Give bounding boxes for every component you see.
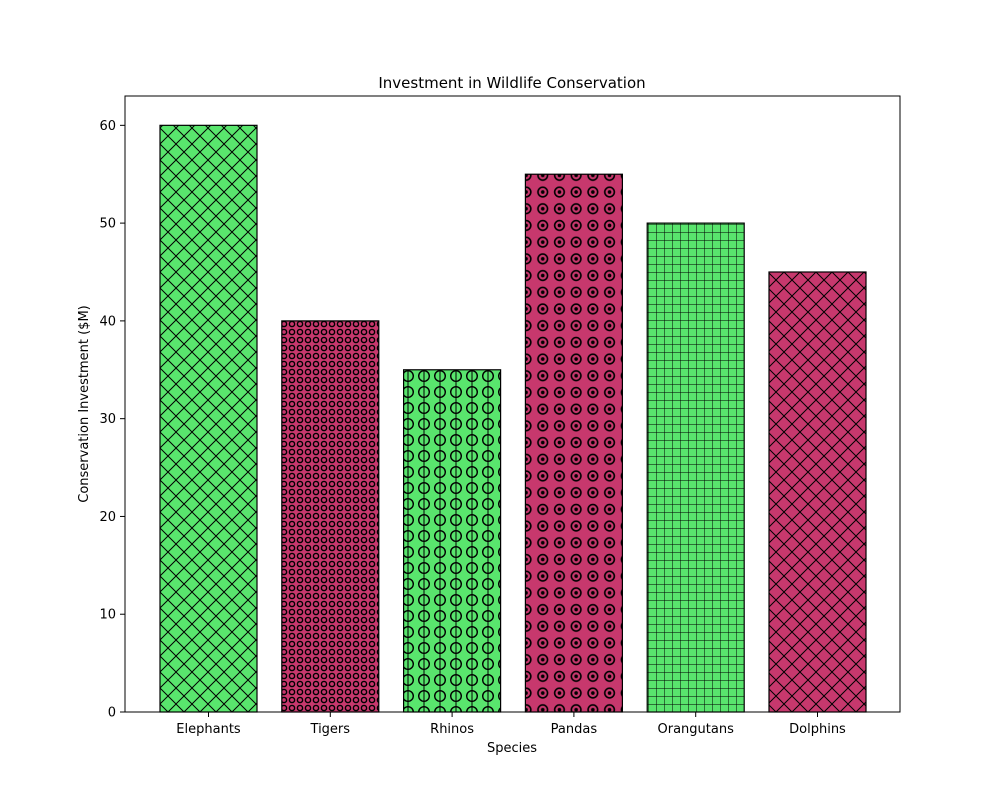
x-axis-label: Species: [487, 741, 537, 756]
x-tick-label: Rhinos: [430, 722, 474, 737]
x-tick-label: Pandas: [551, 722, 598, 737]
y-axis-label: Conservation Investment ($M): [77, 305, 92, 502]
y-tick-label: 50: [99, 217, 116, 232]
y-axis-ticks: 0 10 20 30 40 50 60: [99, 119, 125, 721]
bar-orangutans: [646, 222, 745, 713]
x-tick-label: Orangutans: [658, 722, 735, 737]
x-tick-label: Dolphins: [789, 722, 846, 737]
chart-title: Investment in Wildlife Conservation: [378, 74, 645, 92]
bars-group: [159, 124, 867, 713]
bar-pandas: [524, 173, 624, 713]
y-tick-label: 10: [99, 608, 116, 623]
bar-elephants: [159, 124, 258, 713]
y-tick-label: 20: [99, 510, 116, 525]
y-tick-label: 30: [99, 412, 116, 427]
x-tick-label: Tigers: [310, 722, 351, 737]
x-axis-ticks: Elephants Tigers Rhinos Pandas Orangutans Dol…: [176, 712, 846, 737]
bar-rhinos: [403, 369, 502, 713]
y-tick-label: 60: [99, 119, 116, 134]
y-tick-label: 0: [108, 706, 116, 721]
bar-tigers: [281, 320, 380, 713]
x-tick-label: Elephants: [176, 722, 241, 737]
y-tick-label: 40: [99, 314, 116, 329]
plot-frame: [124, 95, 901, 713]
bar-dolphins: [768, 271, 867, 713]
